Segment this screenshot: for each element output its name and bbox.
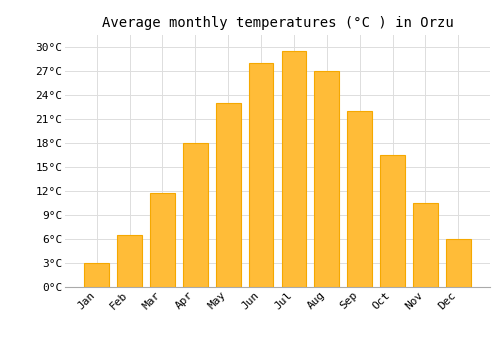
Bar <box>413 203 438 287</box>
Bar <box>314 71 339 287</box>
Bar <box>150 194 174 287</box>
Bar <box>348 111 372 287</box>
Bar <box>248 63 274 287</box>
Bar <box>216 103 240 287</box>
Bar <box>282 51 306 287</box>
Bar <box>84 263 109 287</box>
Bar <box>183 143 208 287</box>
Title: Average monthly temperatures (°C ) in Orzu: Average monthly temperatures (°C ) in Or… <box>102 16 454 30</box>
Bar <box>446 239 470 287</box>
Bar <box>380 155 405 287</box>
Bar <box>117 235 142 287</box>
